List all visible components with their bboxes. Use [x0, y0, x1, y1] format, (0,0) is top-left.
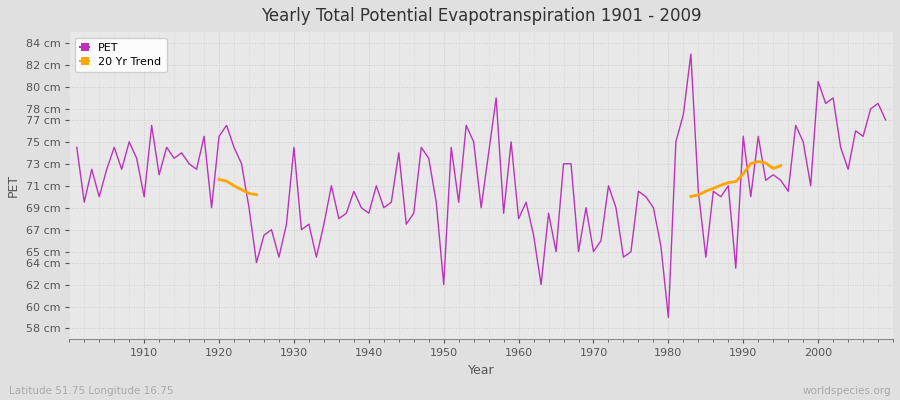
20 Yr Trend: [221, 179, 232, 184]
PET: [603, 183, 614, 188]
PET: [663, 315, 674, 320]
Title: Yearly Total Potential Evapotranspiration 1901 - 2009: Yearly Total Potential Evapotranspiratio…: [261, 7, 701, 25]
20 Yr Trend: [236, 187, 247, 192]
Legend: PET, 20 Yr Trend: PET, 20 Yr Trend: [75, 38, 166, 72]
PET: [506, 140, 517, 144]
PET: [71, 145, 82, 150]
Line: PET: PET: [76, 54, 886, 318]
PET: [131, 156, 142, 161]
PET: [880, 118, 891, 122]
PET: [341, 211, 352, 216]
20 Yr Trend: [251, 192, 262, 197]
Y-axis label: PET: PET: [7, 174, 20, 197]
20 Yr Trend: [213, 177, 224, 182]
20 Yr Trend: [244, 191, 255, 196]
20 Yr Trend: [229, 183, 239, 188]
PET: [686, 52, 697, 56]
X-axis label: Year: Year: [468, 364, 494, 377]
Text: Latitude 51.75 Longitude 16.75: Latitude 51.75 Longitude 16.75: [9, 386, 174, 396]
PET: [513, 216, 524, 221]
Line: 20 Yr Trend: 20 Yr Trend: [219, 180, 256, 195]
Text: worldspecies.org: worldspecies.org: [803, 386, 891, 396]
PET: [296, 227, 307, 232]
